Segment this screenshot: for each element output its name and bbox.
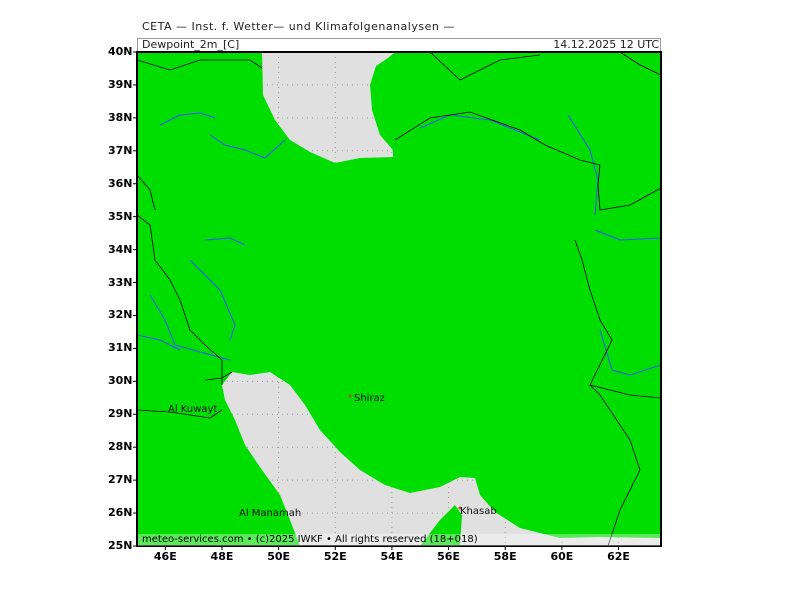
city-label-al-kuwayt: Al Kuwayt (168, 404, 218, 415)
lat-label: 34N (108, 242, 133, 256)
map-supertitle: CETA — Inst. f. Wetter— und Klimafolgena… (142, 20, 455, 33)
title-bar (137, 38, 661, 51)
lat-label: 26N (108, 506, 133, 520)
copyright-notice: meteo-services.com • (c)2025 IWKF • All … (138, 534, 660, 546)
lat-label: 27N (108, 473, 133, 487)
borders (137, 52, 661, 546)
lon-label: 54E (380, 550, 404, 563)
lat-label: 28N (108, 440, 133, 454)
city-label-al-manamah: Al Manamah (239, 508, 302, 519)
lon-label: 46E (153, 550, 177, 563)
lat-label: 29N (108, 407, 133, 421)
lon-label: 60E (550, 550, 574, 563)
city-marker (458, 506, 462, 510)
land-area (137, 52, 661, 546)
valid-time: 14.12.2025 12 UTC (553, 38, 659, 51)
lon-label: 52E (323, 550, 347, 563)
lat-label: 31N (108, 341, 133, 355)
lon-label: 56E (437, 550, 460, 563)
lat-label: 33N (108, 275, 133, 289)
city-label-shiraz: Shiraz (354, 393, 385, 404)
lat-label: 36N (108, 176, 133, 190)
rivers (137, 112, 661, 376)
lat-label: 25N (108, 539, 133, 552)
lon-label: 58E (493, 550, 517, 563)
field-name: Dewpoint_2m_[C] (142, 38, 240, 51)
lat-label: 30N (108, 374, 133, 388)
map-frame (136, 51, 662, 547)
lon-label: 50E (267, 550, 291, 563)
lat-label: 40N (108, 45, 133, 58)
city-label-khasab: Khasab (460, 506, 497, 517)
lat-label: 37N (108, 143, 133, 157)
lat-label: 38N (108, 110, 133, 124)
lat-label: 32N (108, 308, 133, 322)
lat-label: 39N (108, 77, 133, 91)
lat-label: 35N (108, 209, 133, 223)
lon-label: 48E (210, 550, 234, 563)
city-marker (348, 394, 352, 398)
lon-label: 62E (607, 550, 630, 563)
